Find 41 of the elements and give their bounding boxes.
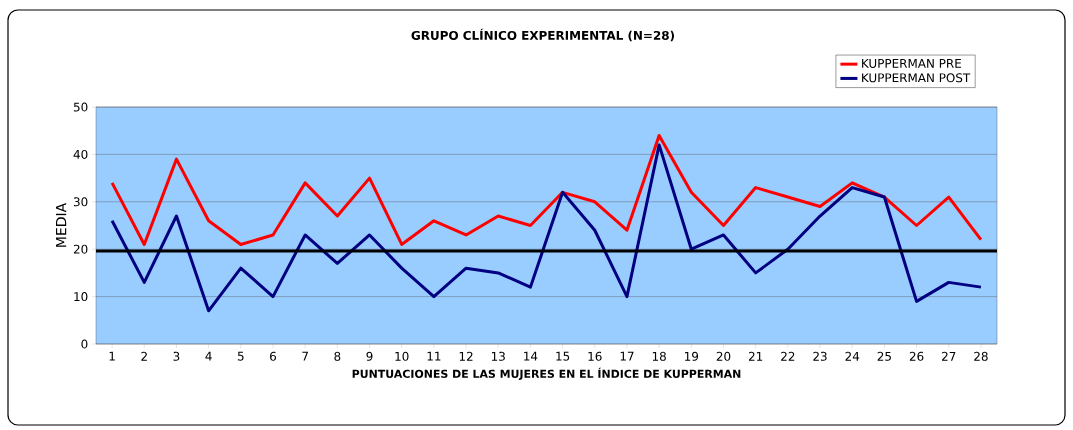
y-tick-label: 20 <box>73 244 88 254</box>
x-tick-label: 2 <box>141 351 147 361</box>
chart-title: GRUPO CLÍNICO EXPERIMENTAL (N=28) <box>411 28 675 42</box>
x-tick-label: 17 <box>620 351 634 361</box>
x-tick-label: 7 <box>302 351 308 361</box>
y-tick-label: 40 <box>73 149 88 159</box>
x-tick-label: 22 <box>781 351 795 361</box>
legend-label: KUPPERMAN POST <box>862 73 971 83</box>
y-tick-label: 10 <box>74 292 88 302</box>
x-tick-label: 21 <box>748 351 763 361</box>
x-tick-label: 10 <box>395 351 409 361</box>
x-tick-label: 15 <box>556 351 570 361</box>
x-tick-label: 3 <box>173 351 180 361</box>
x-tick-label: 13 <box>491 351 505 361</box>
x-tick-label: 6 <box>270 351 277 361</box>
x-tick-label: 18 <box>652 351 666 361</box>
x-tick-label: 12 <box>459 351 473 361</box>
x-tick-label: 1 <box>109 351 115 361</box>
x-tick-label: 23 <box>813 351 827 361</box>
y-tick-label: 30 <box>73 197 88 207</box>
y-axis-title: MEDIA <box>56 202 67 247</box>
line-series <box>110 133 983 246</box>
y-tick-label: 50 <box>73 102 88 112</box>
y-tick-label: 0 <box>81 339 88 349</box>
x-tick-label: 20 <box>716 351 731 361</box>
x-tick-label: 9 <box>366 351 373 361</box>
x-tick-label: 11 <box>427 351 441 361</box>
x-tick-label: 16 <box>588 351 602 361</box>
legend-label: KUPPERMAN PRE <box>862 59 961 68</box>
x-tick-label: 19 <box>685 351 699 361</box>
x-tick-label: 4 <box>205 351 212 361</box>
x-tick-label: 24 <box>845 351 860 361</box>
line-series <box>110 143 983 313</box>
x-tick-label: 26 <box>909 351 924 361</box>
x-axis-title: PUNTUACIONES DE LAS MUJERES EN EL ÍNDICE DE KUPPERMAN <box>352 367 741 380</box>
x-tick-label: 5 <box>237 351 244 361</box>
x-tick-label: 8 <box>334 351 341 361</box>
x-tick-label: 28 <box>974 351 988 361</box>
x-tick-label: 27 <box>942 351 956 361</box>
x-tick-label: 25 <box>877 351 891 361</box>
x-tick-label: 14 <box>524 351 538 361</box>
